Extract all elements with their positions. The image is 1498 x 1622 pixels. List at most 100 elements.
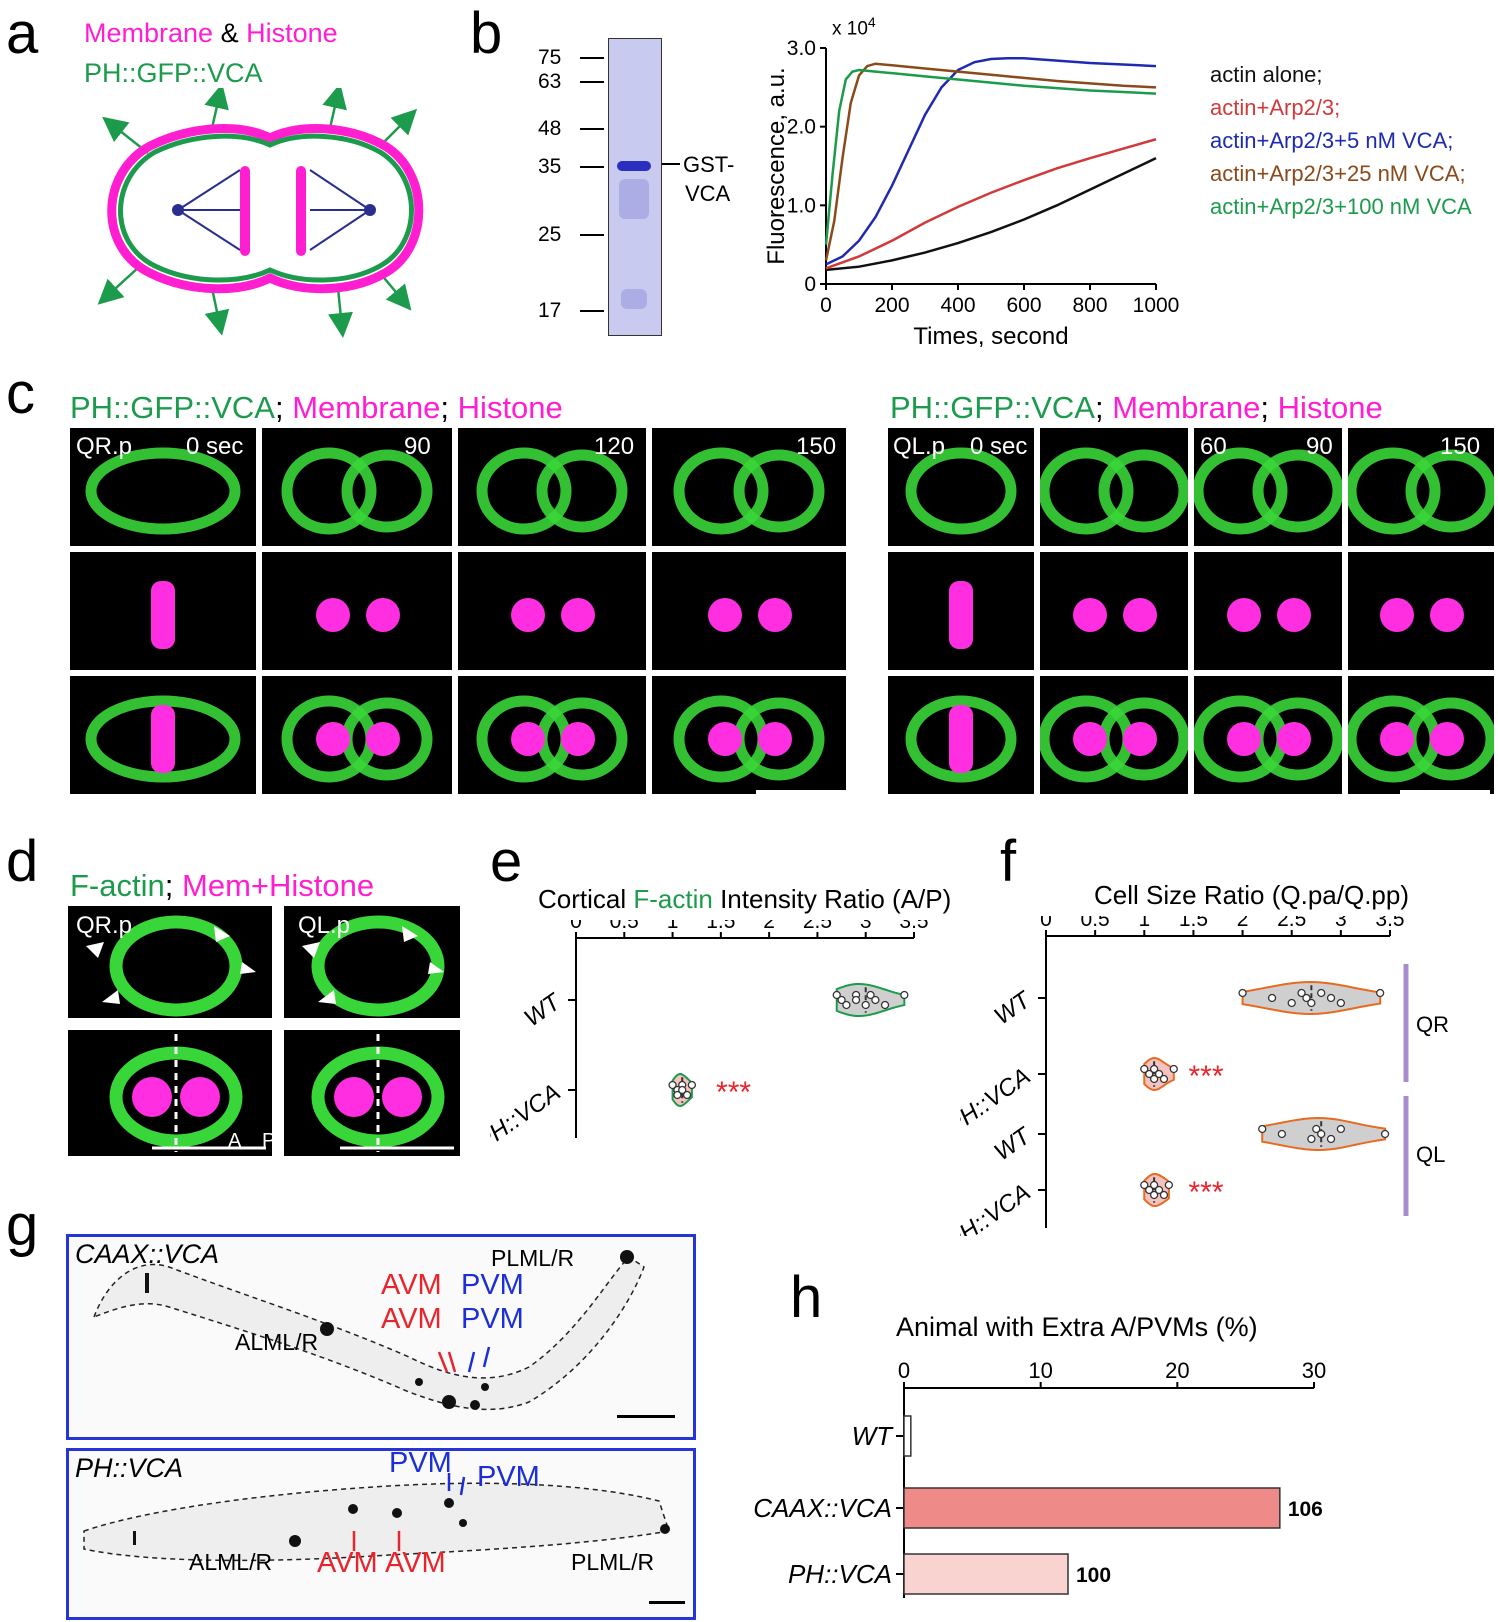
f-group-ql: QL xyxy=(1416,1142,1445,1167)
h-xtick-label-3: 30 xyxy=(1302,1358,1326,1383)
f-violin-3-point-2 xyxy=(1149,1190,1159,1200)
legend-5nm: actin+Arp2/3+5 nM VCA; xyxy=(1210,128,1454,153)
c-left-title-vca: PH::GFP::VCA xyxy=(70,390,275,425)
f-violin-1-point-3 xyxy=(1149,1064,1159,1074)
e-category-1: PH::VCA xyxy=(490,1079,565,1150)
kinetics-xtick-label-4: 800 xyxy=(1072,294,1107,317)
g-bottom-avm-2: AVM xyxy=(385,1547,446,1579)
spindle-lines xyxy=(177,169,371,251)
h-xtick-label-0: 0 xyxy=(898,1358,910,1383)
h-xtick-label-1: 10 xyxy=(1028,1358,1052,1383)
f-violin-0-point-6 xyxy=(1317,988,1326,998)
gel-band xyxy=(617,161,651,171)
g-top-image: CAAX::VCA PLML/R ALML/R AVM AVM PVM PVM xyxy=(66,1234,696,1440)
kinetics-chart: 0 200 400 600 800 1000 0 1.0 2.0 3.0 Times, second… xyxy=(763,37,1180,350)
c-left-title: PH::GFP::VCA; Membrane; Histone xyxy=(70,390,563,426)
panel-label-c: c xyxy=(6,361,35,426)
c-micrograph-merge-4 xyxy=(888,676,1034,794)
c-right-time-3: 150 xyxy=(1440,433,1481,460)
h-category-1: CAAX::VCA xyxy=(753,1493,892,1523)
f-violin-3-point-1 xyxy=(1145,1185,1154,1195)
g-bottom-title: PH::VCA xyxy=(75,1453,184,1483)
f-xtick-label-3: 1.5 xyxy=(1179,916,1208,931)
f-category-1: PH::VCA xyxy=(960,1063,1035,1140)
c-micrograph-green-3 xyxy=(652,428,846,546)
e-violin-wt-point-8 xyxy=(880,1000,890,1010)
g-bottom-pvm-1: PVM xyxy=(389,1447,452,1479)
kinetics-ytick-label-3: 3.0 xyxy=(787,37,816,60)
c-micrograph-merge-7 xyxy=(1348,676,1494,794)
e-violin-wt-point-0 xyxy=(832,990,841,1000)
e-category-0: WT xyxy=(519,987,567,1032)
f-xtick-label-1: 0.5 xyxy=(1081,916,1110,931)
f-significance-qr: *** xyxy=(1189,1060,1224,1093)
f-violin-0-point-8 xyxy=(1336,998,1346,1008)
c-micrograph-magenta-4 xyxy=(888,552,1034,670)
g-bottom-worm xyxy=(83,1473,670,1562)
g-bottom-alml: ALML/R xyxy=(189,1549,273,1575)
h-xtick-label-2: 20 xyxy=(1165,1358,1189,1383)
h-title: Animal with Extra A/PVMs (%) xyxy=(896,1312,1258,1342)
gel-band-label-2: VCA xyxy=(685,181,731,206)
e-xtick-label-3: 1.5 xyxy=(706,920,735,933)
f-significance-ql: *** xyxy=(1189,1176,1224,1209)
c-right-cell: QL.p xyxy=(893,433,946,460)
f-category-2: WT xyxy=(989,1121,1037,1166)
f-violin-3-point-3 xyxy=(1149,1180,1159,1190)
f-violin-1-point-5 xyxy=(1159,1074,1169,1084)
chromatin-left xyxy=(240,166,250,256)
e-violin-wt xyxy=(835,982,906,1018)
h-n-label-2: 100 xyxy=(1076,1564,1111,1587)
e-violin-wt-point-9 xyxy=(900,990,909,1000)
c-right-title-vca: PH::GFP::VCA xyxy=(890,390,1095,425)
legend-25nm: actin+Arp2/3+25 nM VCA; xyxy=(1210,161,1466,186)
d-title-sep: ; xyxy=(164,868,174,903)
e-violin-ph-point-2 xyxy=(673,1090,682,1100)
c-right-title-membrane: Membrane xyxy=(1112,390,1261,425)
g-top-worm xyxy=(92,1250,645,1411)
c-left-time-0: 0 sec xyxy=(186,433,244,460)
h-bar-2 xyxy=(903,1553,1069,1595)
e-title-1: Cortical xyxy=(538,884,627,914)
kinetics-ytick-label-2: 2.0 xyxy=(787,116,816,139)
exponent-label: x 104 xyxy=(832,14,876,40)
d-left-cell: QR.p xyxy=(76,912,133,939)
kinetics-series-4 xyxy=(824,68,1157,245)
kinetics-xtick-label-2: 400 xyxy=(940,294,975,317)
g-bottom-image: PH::VCA PVM PVM ALML/R AVM AVM PLML/R xyxy=(66,1447,696,1620)
f-violin-0-point-3 xyxy=(1297,988,1306,998)
e-violin-ph-point-4 xyxy=(678,1085,687,1095)
g-bottom-pvm-2: PVM xyxy=(477,1461,540,1493)
d-title-mem: Mem+Histone xyxy=(182,868,375,903)
c-micrograph-green-6 xyxy=(1194,428,1342,546)
f-xtick-label-5: 2.5 xyxy=(1277,916,1306,931)
h-category-0: WT xyxy=(852,1421,895,1451)
c-micrograph-green-1 xyxy=(262,428,452,546)
c-micrograph-magenta-5 xyxy=(1040,552,1188,670)
d-right-merge xyxy=(284,1030,460,1156)
g-top-alml: ALML/R xyxy=(235,1329,319,1355)
kinetics-xlabel: Times, second xyxy=(913,323,1068,350)
exponent-base: x 10 xyxy=(832,18,868,40)
marker-35: 35 xyxy=(538,155,562,178)
e-significance: *** xyxy=(716,1076,751,1109)
h-bar-1 xyxy=(903,1487,1281,1529)
kinetics-xtick-label-5: 1000 xyxy=(1133,294,1180,317)
panel-label-h: h xyxy=(790,1265,823,1330)
c-micrograph-merge-0 xyxy=(70,676,256,794)
panel-label-f: f xyxy=(1000,829,1017,894)
c-right-time-0: 0 sec xyxy=(970,433,1028,460)
e-xtick-label-6: 3 xyxy=(860,920,872,933)
f-violin-1-point-6 xyxy=(1169,1064,1178,1074)
c-micrograph-green-7 xyxy=(1348,428,1494,546)
e-violin-wt-point-4 xyxy=(851,995,861,1005)
c-micrograph-magenta-7 xyxy=(1348,552,1494,670)
g-top-avm-2: AVM xyxy=(381,1303,442,1335)
f-xtick-label-2: 1 xyxy=(1138,916,1150,931)
e-xtick-label-5: 2.5 xyxy=(803,920,832,933)
kinetics-ytick-label-0: 0 xyxy=(804,273,816,296)
f-violin-2-point-3 xyxy=(1312,1124,1321,1134)
f-violin-3-point-4 xyxy=(1154,1185,1164,1195)
f-title: Cell Size Ratio (Q.pa/Q.pp) xyxy=(1094,880,1410,910)
c-left-scale-bar xyxy=(756,790,846,794)
